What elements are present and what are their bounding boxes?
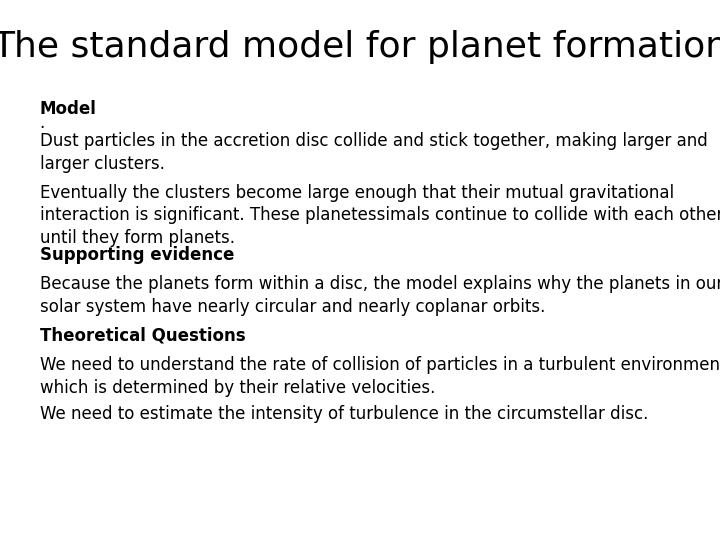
Text: Supporting evidence: Supporting evidence (40, 246, 234, 264)
Text: Theoretical Questions: Theoretical Questions (40, 327, 246, 345)
Text: Because the planets form within a disc, the model explains why the planets in ou: Because the planets form within a disc, … (40, 275, 720, 316)
Text: We need to estimate the intensity of turbulence in the circumstellar disc.: We need to estimate the intensity of tur… (40, 405, 648, 423)
Text: The standard model for planet formation: The standard model for planet formation (0, 30, 720, 64)
Text: Model: Model (40, 100, 96, 118)
Text: .: . (40, 114, 45, 132)
Text: Dust particles in the accretion disc collide and stick together, making larger a: Dust particles in the accretion disc col… (40, 132, 707, 173)
Text: We need to understand the rate of collision of particles in a turbulent environm: We need to understand the rate of collis… (40, 356, 720, 397)
Text: Eventually the clusters become large enough that their mutual gravitational
inte: Eventually the clusters become large eno… (40, 184, 720, 247)
